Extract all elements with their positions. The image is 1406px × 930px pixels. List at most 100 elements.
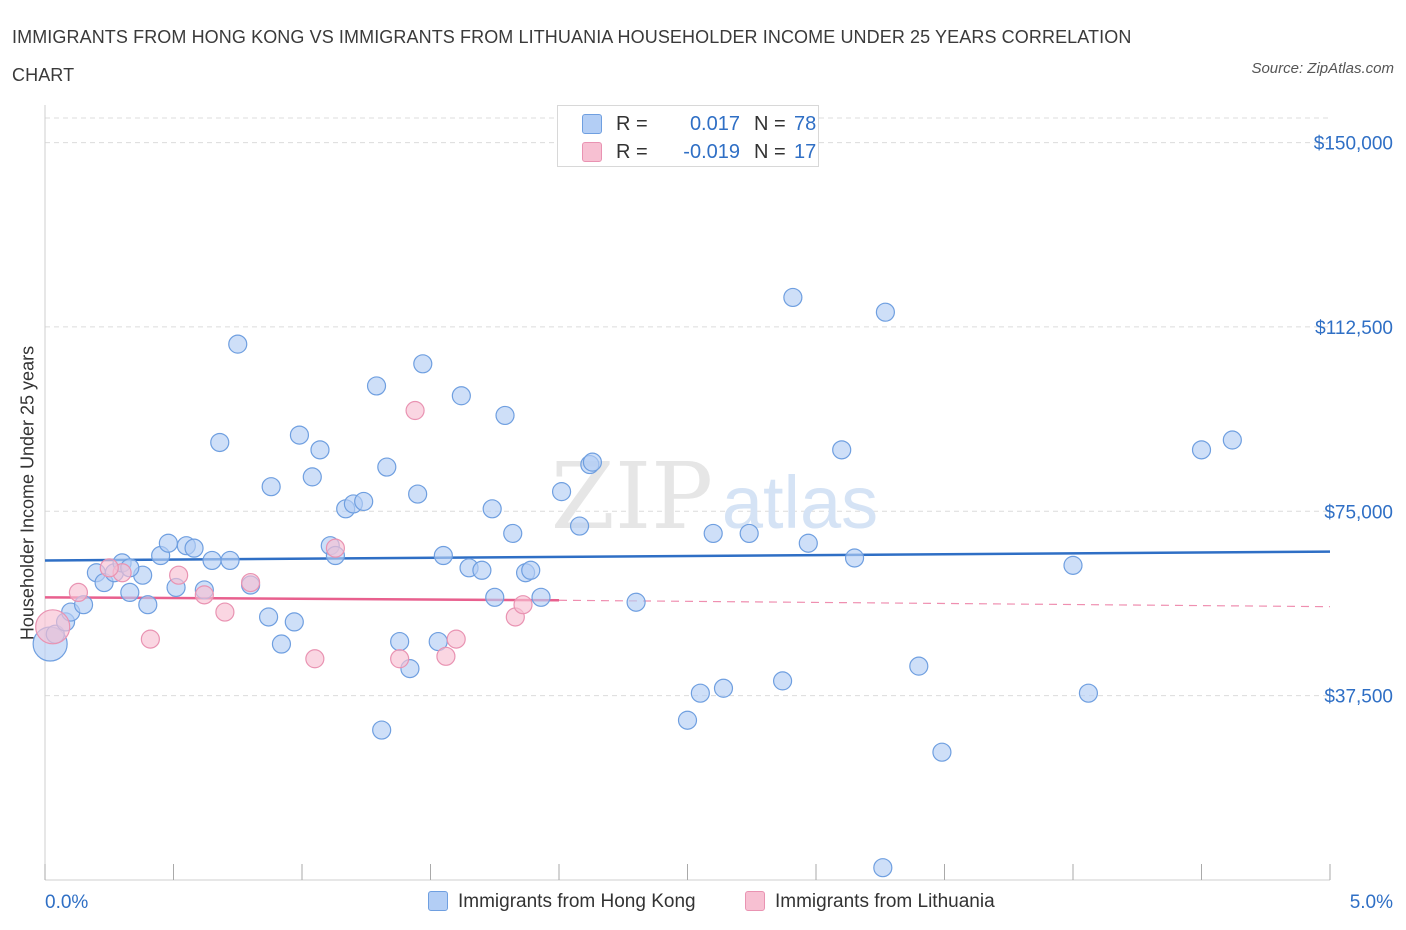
- point-hong-kong: [472, 560, 492, 580]
- series-swatch-hong-kong: [428, 891, 448, 911]
- legend-swatch-hong-kong: [582, 114, 602, 134]
- point-hong-kong: [310, 440, 330, 460]
- legend-r-label: R =: [616, 141, 648, 163]
- point-hong-kong: [551, 482, 572, 502]
- point-hong-kong: [408, 484, 428, 504]
- point-hong-kong: [739, 523, 759, 544]
- chart-title: IMMIGRANTS FROM HONG KONG VS IMMIGRANTS …: [12, 27, 1132, 85]
- y-tick-label: $75,000: [1324, 502, 1393, 523]
- series-swatch-lithuania: [745, 891, 765, 911]
- point-hong-kong: [210, 432, 230, 453]
- point-hong-kong: [451, 386, 471, 406]
- point-lithuania: [35, 609, 71, 645]
- series-legend-hong-kong[interactable]: Immigrants from Hong Kong: [428, 889, 696, 915]
- legend-r-label: R =: [616, 113, 648, 135]
- correlation-legend: R = 0.017 N = 78 R = -0.019 N = 17: [557, 105, 819, 167]
- legend-r-value: 0.017: [689, 113, 740, 135]
- point-hong-kong: [413, 354, 433, 374]
- legend-n-value: 78: [794, 113, 817, 135]
- point-hong-kong: [873, 858, 893, 878]
- point-hong-kong: [677, 710, 698, 730]
- point-hong-kong: [844, 548, 865, 568]
- point-hong-kong: [582, 452, 603, 472]
- point-hong-kong: [482, 499, 502, 519]
- source-label: Source: ZipAtlas.com: [1251, 60, 1394, 77]
- point-hong-kong: [1078, 683, 1099, 703]
- point-hong-kong: [433, 545, 453, 566]
- point-lithuania: [305, 649, 325, 669]
- point-hong-kong: [875, 302, 895, 322]
- point-hong-kong: [626, 592, 646, 612]
- point-hong-kong: [302, 467, 322, 487]
- point-hong-kong: [1063, 555, 1083, 575]
- point-lithuania: [405, 400, 425, 421]
- y-tick-label: $112,500: [1315, 318, 1393, 339]
- point-lithuania: [169, 565, 189, 585]
- point-lithuania: [390, 649, 410, 669]
- point-hong-kong: [1191, 440, 1212, 460]
- legend-n-label: N =: [754, 113, 786, 135]
- point-hong-kong: [366, 376, 387, 396]
- legend-swatch-lithuania: [582, 142, 602, 162]
- x-tick-label-start: 0.0%: [45, 892, 88, 913]
- point-hong-kong: [713, 678, 734, 698]
- point-hong-kong: [158, 533, 178, 553]
- point-hong-kong: [377, 457, 397, 477]
- series-label-lithuania: Immigrants from Lithuania: [775, 891, 995, 912]
- point-hong-kong: [354, 491, 374, 512]
- point-hong-kong: [220, 550, 240, 571]
- point-hong-kong: [184, 538, 204, 558]
- point-hong-kong: [138, 595, 158, 615]
- point-lithuania: [215, 602, 235, 622]
- legend-r-value: -0.019: [683, 141, 740, 163]
- point-hong-kong: [485, 587, 505, 607]
- point-lithuania: [446, 629, 466, 649]
- point-lithuania: [436, 646, 456, 666]
- point-hong-kong: [798, 533, 818, 553]
- trend-line-hong-kong: [44, 550, 1331, 562]
- point-hong-kong: [772, 671, 793, 691]
- point-lithuania: [325, 538, 346, 558]
- point-lithuania: [241, 572, 261, 593]
- tick-labels: $37,500 $75,000 $112,500 $150,000 0.0% 5.0%: [45, 134, 1393, 913]
- watermark: ZIP atlas: [551, 443, 878, 550]
- legend-n-label: N =: [754, 141, 786, 163]
- point-hong-kong: [120, 582, 140, 603]
- y-axis-label: Householder Income Under 25 years: [17, 345, 38, 641]
- point-hong-kong: [503, 523, 523, 544]
- legend-n-value: 17: [794, 141, 817, 163]
- axes: [44, 105, 1331, 881]
- point-hong-kong: [202, 550, 222, 571]
- point-lithuania: [194, 585, 214, 605]
- point-hong-kong: [289, 425, 310, 445]
- point-lithuania: [68, 582, 89, 603]
- point-hong-kong: [909, 656, 929, 676]
- series-label-hong-kong: Immigrants from Hong Kong: [458, 891, 696, 912]
- point-hong-kong: [1222, 430, 1242, 450]
- y-tick-label: $150,000: [1314, 134, 1393, 155]
- point-hong-kong: [531, 587, 551, 607]
- point-lithuania: [513, 595, 533, 615]
- point-hong-kong: [703, 523, 723, 544]
- point-hong-kong: [521, 560, 541, 580]
- point-lithuania: [99, 558, 119, 578]
- point-hong-kong: [495, 405, 515, 426]
- point-hong-kong: [390, 631, 410, 652]
- point-hong-kong: [832, 440, 852, 460]
- point-hong-kong: [569, 516, 590, 536]
- point-hong-kong: [228, 334, 248, 354]
- series-legend-lithuania[interactable]: Immigrants from Lithuania: [745, 889, 995, 915]
- data-points: [32, 287, 1242, 878]
- y-tick-label: $37,500: [1324, 687, 1393, 708]
- point-hong-kong: [261, 477, 281, 497]
- point-hong-kong: [783, 287, 803, 308]
- point-hong-kong: [932, 742, 952, 762]
- point-lithuania: [140, 629, 160, 649]
- point-hong-kong: [258, 607, 279, 627]
- point-hong-kong: [372, 720, 392, 740]
- x-tick-label-end: 5.0%: [1350, 892, 1393, 913]
- grid-lines: [45, 117, 1330, 697]
- point-hong-kong: [284, 612, 304, 632]
- point-hong-kong: [690, 683, 710, 703]
